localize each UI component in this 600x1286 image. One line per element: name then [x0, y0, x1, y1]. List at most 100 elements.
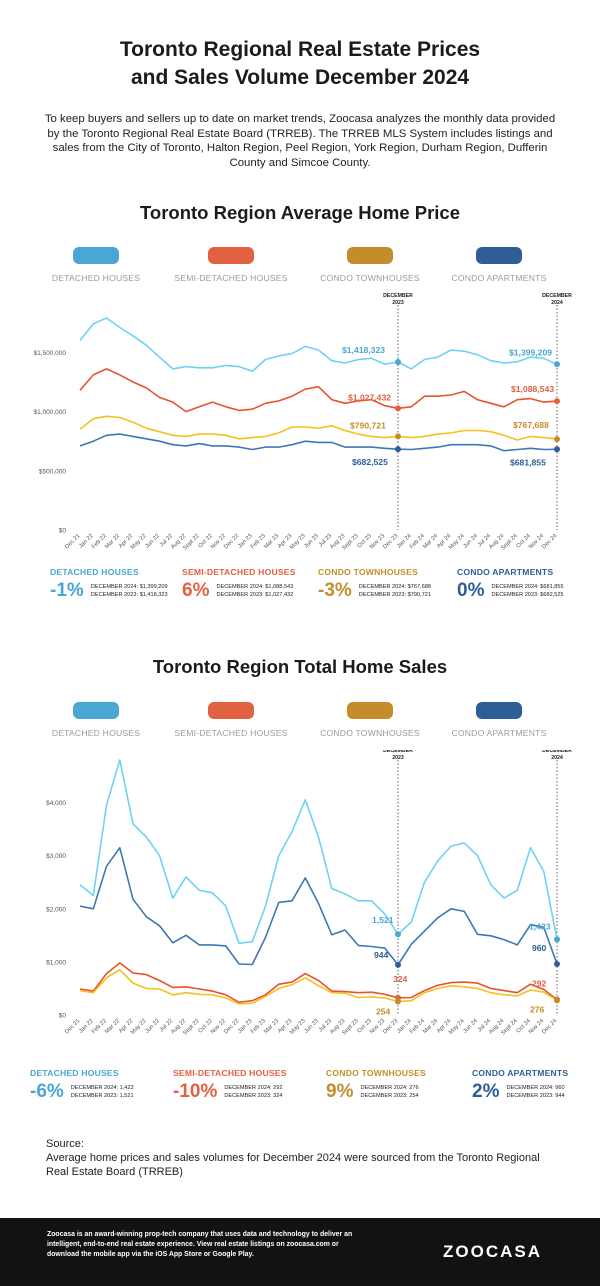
summary-dec2024: DECEMBER 2024: $1,399,209 — [90, 584, 168, 590]
title-line-1: Toronto Regional Real Estate Prices — [119, 38, 481, 61]
summary-percent: 6% — [182, 580, 210, 601]
legend-swatch-condo-apt — [476, 702, 522, 719]
series-line-1 — [79, 317, 558, 373]
summary-percent: 9% — [326, 1081, 354, 1102]
summary-dec2024: DECEMBER 2024: $681,855 — [491, 584, 564, 590]
data-label: $1,088,543 — [511, 384, 554, 394]
sales-legend: DETACHED HOUSES SEMI-DETACHED HOUSES CON… — [0, 702, 600, 746]
summary-dec2023: DECEMBER 2023: 254 — [360, 1093, 419, 1099]
intro-paragraph: To keep buyers and sellers up to date on… — [44, 113, 556, 169]
sales-summary-semi: SEMI-DETACHED HOUSES -10% DECEMBER 2024:… — [173, 1068, 287, 1103]
summary-name: SEMI-DETACHED HOUSES — [173, 1068, 287, 1078]
x-tick-label: May 24 — [448, 533, 466, 551]
x-tick-label: Dec 23 — [382, 533, 399, 550]
data-label: $681,855 — [510, 457, 546, 467]
zoocasa-logo: ZOOCASA — [443, 1242, 542, 1261]
legend-swatch-detached — [73, 247, 119, 264]
data-point — [554, 398, 560, 405]
marker-label: 2024 — [551, 300, 563, 306]
marker-label: 2023 — [392, 300, 404, 306]
data-point — [395, 998, 401, 1005]
legend-swatch-condo-apt — [476, 247, 522, 264]
footer: Zoocasa is an award-winning prop-tech co… — [0, 1218, 600, 1286]
y-tick-label: $2,000 — [46, 906, 66, 913]
price-summary-semi: SEMI-DETACHED HOUSES 6% DECEMBER 2024: $… — [182, 567, 296, 602]
data-point — [554, 361, 560, 368]
summary-percent: 2% — [472, 1081, 500, 1102]
summary-dec2023: DECEMBER 2023: 324 — [224, 1093, 283, 1099]
x-tick-label: Dec 21 — [64, 533, 81, 550]
legend-condo-town: CONDO TOWNHOUSES — [300, 702, 440, 738]
legend-label-condo-town: CONDO TOWNHOUSES — [320, 728, 420, 738]
summary-percent: -3% — [318, 580, 352, 601]
footer-text: Zoocasa is an award-winning prop-tech co… — [47, 1231, 353, 1258]
data-point — [554, 997, 560, 1004]
sales-summary-condo-town: CONDO TOWNHOUSES 9% DECEMBER 2024: 276 D… — [326, 1068, 426, 1103]
summary-dec2023: DECEMBER 2023: 1,521 — [70, 1093, 134, 1099]
summary-dec2024: DECEMBER 2024: 1,423 — [70, 1085, 134, 1091]
data-label: 292 — [532, 978, 547, 988]
data-point — [395, 961, 401, 968]
legend-swatch-semi — [208, 702, 254, 719]
summary-dec2024: DECEMBER 2024: 276 — [360, 1085, 419, 1091]
legend-swatch-condo-town — [347, 702, 393, 719]
marker-label: DECEMBER — [542, 750, 572, 754]
summary-dec2024: DECEMBER 2024: 960 — [506, 1085, 565, 1091]
data-point — [395, 405, 401, 412]
y-tick-label: $1,000,000 — [33, 409, 66, 416]
legend-condo-town: CONDO TOWNHOUSES — [300, 247, 440, 283]
y-tick-label: $500,000 — [39, 468, 66, 475]
data-point — [395, 931, 401, 938]
data-point — [554, 446, 560, 453]
x-tick-label: Dec 21 — [64, 1018, 81, 1035]
legend-swatch-semi — [208, 247, 254, 264]
y-tick-label: $0 — [59, 1013, 67, 1020]
title-line-2: and Sales Volume December 2024 — [130, 66, 470, 89]
marker-label: DECEMBER — [383, 293, 413, 299]
legend-swatch-detached — [73, 702, 119, 719]
summary-name: DETACHED HOUSES — [50, 567, 139, 577]
data-label: 276 — [530, 1004, 545, 1014]
y-tick-label: $1,500,000 — [33, 350, 66, 357]
x-tick-label: Jun 24 — [462, 1018, 479, 1035]
x-tick-label: Mar 22 — [104, 533, 121, 550]
summary-percent: -6% — [30, 1081, 64, 1102]
data-point — [395, 446, 401, 453]
y-tick-label: $4,000 — [46, 800, 66, 807]
marker-label: DECEMBER — [542, 293, 572, 299]
series-line-2 — [79, 368, 558, 413]
x-tick-label: Mar 23 — [263, 1018, 280, 1035]
legend-label-condo-apt: CONDO APARTMENTS — [451, 273, 547, 283]
marker-label: 2023 — [392, 755, 404, 761]
legend-condo-apt: CONDO APARTMENTS — [429, 702, 569, 738]
data-point — [395, 433, 401, 440]
x-tick-label: Mar 23 — [263, 533, 280, 550]
price-summary-condo-apt: CONDO APARTMENTS 0% DECEMBER 2024: $681,… — [457, 567, 564, 602]
data-label: 1,423 — [529, 921, 551, 931]
price-section-title: Toronto Region Average Home Price — [139, 202, 461, 223]
summary-dec2024: DECEMBER 2024: $1,088,543 — [216, 584, 294, 590]
summary-dec2023: DECEMBER 2023: 944 — [506, 1093, 565, 1099]
data-label: 254 — [376, 1007, 391, 1017]
data-label: 944 — [374, 950, 389, 960]
summary-name: DETACHED HOUSES — [30, 1068, 119, 1078]
x-tick-label: Dec 24 — [541, 1018, 559, 1036]
x-tick-label: Dec 22 — [223, 533, 240, 550]
series-line-4 — [79, 846, 558, 966]
sales-summary: DETACHED HOUSES -6% DECEMBER 2024: 1,423… — [0, 1068, 600, 1108]
legend-label-detached: DETACHED HOUSES — [51, 273, 141, 283]
summary-percent: -1% — [50, 580, 84, 601]
price-summary: DETACHED HOUSES -1% DECEMBER 2024: $1,39… — [0, 567, 600, 607]
summary-dec2023: DECEMBER 2023: $1,027,432 — [216, 592, 294, 598]
source-text: Average home prices and sales volumes fo… — [46, 1152, 540, 1178]
summary-name: CONDO APARTMENTS — [472, 1068, 569, 1078]
data-label: $790,721 — [350, 420, 386, 430]
x-tick-label: Jun 23 — [303, 1018, 320, 1035]
legend-label-semi: SEMI-DETACHED HOUSES — [174, 728, 288, 738]
series-line-3 — [79, 969, 558, 1005]
price-summary-detached: DETACHED HOUSES -1% DECEMBER 2024: $1,39… — [50, 567, 168, 602]
summary-percent: 0% — [457, 580, 485, 601]
data-label: $682,525 — [352, 457, 388, 467]
summary-name: SEMI-DETACHED HOUSES — [182, 567, 296, 577]
